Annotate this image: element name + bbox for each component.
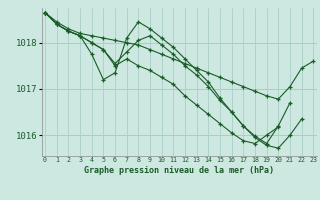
X-axis label: Graphe pression niveau de la mer (hPa): Graphe pression niveau de la mer (hPa) xyxy=(84,166,274,175)
